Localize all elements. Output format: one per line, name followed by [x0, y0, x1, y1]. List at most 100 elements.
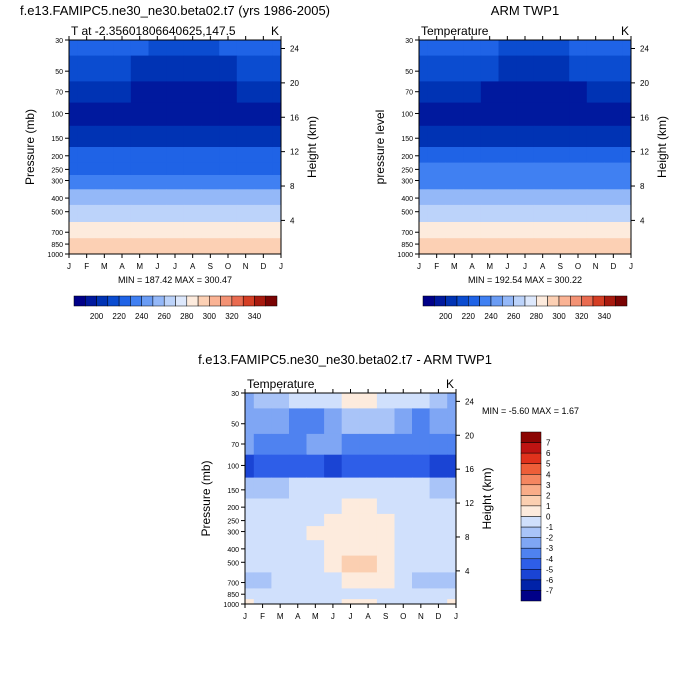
data-cell	[183, 204, 202, 223]
data-cell	[445, 102, 464, 127]
colorbar-box	[520, 526, 542, 538]
data-cell	[533, 162, 552, 176]
data-cell	[463, 147, 482, 163]
y-tick-label: 50	[55, 69, 63, 76]
data-cell	[480, 102, 499, 127]
data-cell	[271, 408, 290, 435]
data-cell	[324, 555, 343, 573]
data-cell	[551, 175, 570, 190]
colorbar-label: 300	[552, 312, 566, 321]
data-cell	[306, 540, 325, 556]
data-cell	[289, 408, 307, 435]
data-cell	[359, 588, 378, 600]
data-cell	[306, 477, 325, 499]
data-cell	[359, 433, 378, 456]
y-tick-label: 200	[51, 154, 63, 161]
data-cell	[201, 162, 220, 176]
data-cell	[219, 40, 238, 56]
data-cell	[412, 572, 430, 589]
data-cell	[271, 588, 290, 600]
data-cell	[272, 222, 282, 239]
data-cell	[148, 204, 167, 223]
data-cell	[148, 249, 167, 255]
data-cell	[166, 125, 185, 148]
data-cell	[586, 249, 605, 255]
data-cell	[183, 238, 202, 250]
data-cell	[412, 588, 430, 600]
data-cell	[498, 81, 517, 103]
data-cell	[394, 526, 413, 541]
data-cell	[447, 555, 457, 573]
subtitle-right: K	[621, 24, 629, 38]
data-cell	[604, 238, 623, 250]
x-tick-label: F	[84, 262, 89, 271]
data-cell	[551, 40, 570, 56]
data-cell	[419, 189, 429, 206]
data-cell	[148, 175, 167, 190]
data-cell	[148, 55, 167, 82]
data-cell	[445, 162, 464, 176]
y-axis-label: pressure level	[373, 110, 387, 185]
data-cell	[419, 147, 429, 163]
data-cell	[148, 40, 167, 56]
data-cell	[113, 175, 132, 190]
colorbar-box	[520, 590, 542, 602]
data-cell	[569, 55, 588, 82]
data-cell	[394, 433, 413, 456]
data-cell	[622, 81, 632, 103]
data-cell	[148, 162, 167, 176]
data-cell	[586, 162, 605, 176]
data-cell	[166, 189, 185, 206]
y2-tick-label: 24	[290, 44, 299, 53]
colorbar-box	[152, 295, 165, 307]
data-cell	[95, 204, 114, 223]
data-cell	[376, 599, 395, 605]
data-cell	[77, 102, 96, 127]
colorbar-box	[592, 295, 605, 307]
data-cell	[516, 189, 535, 206]
x-tick-label: F	[434, 262, 439, 271]
data-cell	[254, 40, 273, 56]
data-cell	[359, 454, 378, 478]
data-cell	[271, 454, 290, 478]
data-cell	[341, 477, 360, 499]
colorbar-label: 260	[507, 312, 521, 321]
x-tick-label: J	[629, 262, 633, 271]
data-cell	[324, 540, 343, 556]
data-cell	[376, 433, 395, 456]
data-cell	[480, 162, 499, 176]
data-cell	[516, 222, 535, 239]
x-tick-label: D	[260, 262, 266, 271]
data-cell	[412, 433, 430, 456]
data-cell	[447, 454, 457, 478]
data-cell	[148, 147, 167, 163]
colorbar-box	[520, 505, 542, 517]
data-cell	[412, 599, 430, 605]
colorbar-label: 340	[248, 312, 262, 321]
data-cell	[289, 599, 307, 605]
data-cell	[551, 125, 570, 148]
data-cell	[376, 588, 395, 600]
y2-tick-label: 12	[640, 148, 649, 157]
data-cell	[533, 40, 552, 56]
data-cell	[376, 555, 395, 573]
data-cell	[201, 102, 220, 127]
data-cell	[463, 102, 482, 127]
data-cell	[498, 222, 517, 239]
chart-title: f.e13.FAMIPC5.ne30_ne30.beta02.t7 (yrs 1…	[20, 3, 330, 18]
data-cell	[148, 125, 167, 148]
data-cell	[324, 408, 343, 435]
data-cell	[341, 555, 360, 573]
data-cell	[604, 102, 623, 127]
colorbar-box	[479, 295, 492, 307]
data-cell	[394, 408, 413, 435]
data-cell	[341, 572, 360, 589]
data-cell	[236, 204, 255, 223]
data-cell	[551, 238, 570, 250]
data-cell	[69, 102, 79, 127]
data-cell	[480, 55, 499, 82]
data-cell	[516, 102, 535, 127]
y2-tick-label: 12	[290, 148, 299, 157]
colorbar-box	[96, 295, 109, 307]
data-cell	[498, 147, 517, 163]
